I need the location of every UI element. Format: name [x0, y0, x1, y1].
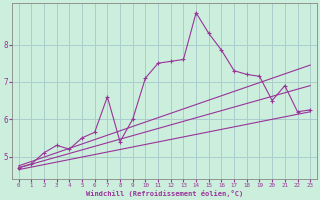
X-axis label: Windchill (Refroidissement éolien,°C): Windchill (Refroidissement éolien,°C) — [86, 190, 243, 197]
